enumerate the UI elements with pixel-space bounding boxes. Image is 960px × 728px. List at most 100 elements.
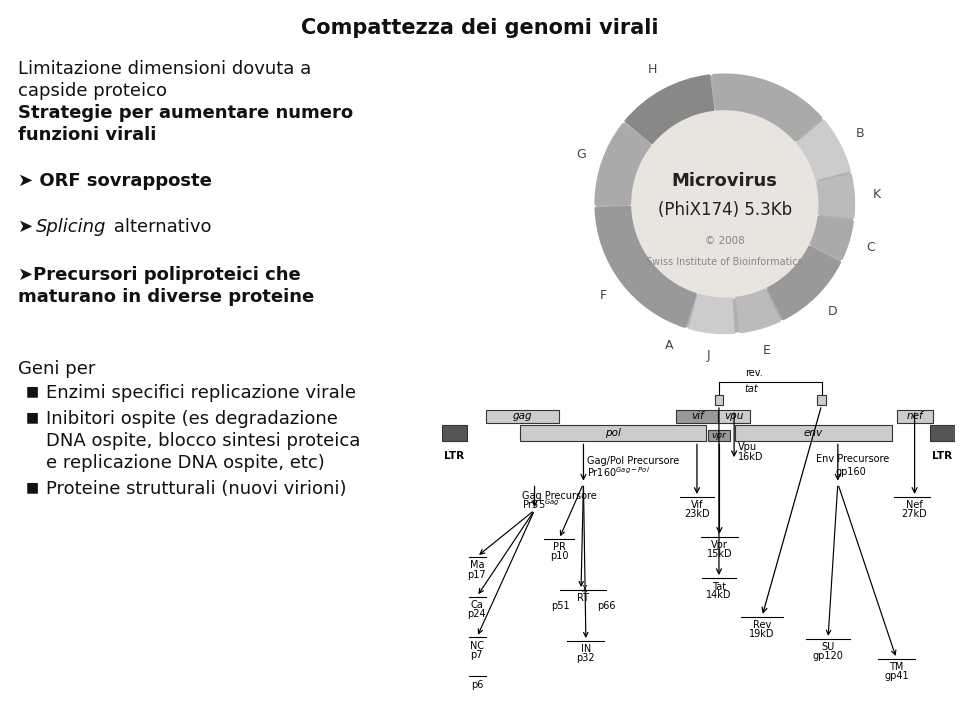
Text: Limitazione dimensioni dovuta a: Limitazione dimensioni dovuta a (18, 60, 311, 78)
Bar (718, 410, 750, 423)
Text: ➤Precursori poliproteici che: ➤Precursori poliproteici che (18, 266, 300, 284)
Text: Env Precursore: Env Precursore (816, 454, 889, 464)
Text: DNA ospite, blocco sintesi proteica: DNA ospite, blocco sintesi proteica (46, 432, 360, 450)
Text: Gag Precursore: Gag Precursore (522, 491, 597, 501)
Text: Microvirus: Microvirus (672, 172, 778, 190)
Text: env: env (804, 428, 823, 438)
Bar (677, 410, 718, 423)
Text: RT: RT (578, 593, 589, 604)
Text: 14kD: 14kD (707, 590, 732, 601)
Text: p32: p32 (577, 653, 595, 663)
Text: Strategie per aumentare numero: Strategie per aumentare numero (18, 104, 353, 122)
Text: Pr55$^{Gag}$: Pr55$^{Gag}$ (522, 497, 561, 511)
Text: Geni per: Geni per (18, 360, 95, 378)
Wedge shape (595, 74, 854, 333)
Text: gp120: gp120 (812, 651, 844, 661)
Text: 16kD: 16kD (738, 452, 763, 462)
Text: p6: p6 (470, 680, 483, 690)
Text: Vpr: Vpr (711, 540, 728, 550)
Text: capside proteico: capside proteico (18, 82, 167, 100)
Text: 15kD: 15kD (707, 549, 732, 559)
Text: rev.: rev. (745, 368, 762, 378)
Wedge shape (768, 247, 840, 319)
Text: Inibitori ospite (es degradazione: Inibitori ospite (es degradazione (46, 410, 338, 428)
Text: funzioni virali: funzioni virali (18, 126, 156, 144)
Text: PR: PR (553, 542, 565, 553)
Text: vpu: vpu (724, 411, 744, 422)
Text: ■: ■ (26, 410, 39, 424)
Circle shape (630, 109, 820, 298)
Text: Compattezza dei genomi virali: Compattezza dei genomi virali (301, 18, 659, 38)
Text: p7: p7 (470, 650, 483, 660)
Text: 27kD: 27kD (901, 510, 927, 519)
Text: C: C (867, 241, 876, 253)
Text: tat: tat (745, 384, 758, 394)
Text: G: G (576, 148, 586, 161)
Wedge shape (817, 175, 854, 218)
Wedge shape (736, 290, 780, 332)
Bar (897, 410, 933, 423)
Text: vpr: vpr (711, 432, 727, 440)
Text: Gag/Pol Precursore: Gag/Pol Precursore (588, 456, 680, 467)
Text: p51: p51 (551, 601, 570, 611)
Text: ■: ■ (26, 480, 39, 494)
Text: Splicing: Splicing (36, 218, 107, 236)
Text: A: A (664, 339, 673, 352)
Text: D: D (828, 305, 837, 318)
Wedge shape (595, 124, 650, 204)
Text: Proteine strutturali (nuovi virioni): Proteine strutturali (nuovi virioni) (46, 480, 347, 498)
Text: Pr160$^{Gag-Pol}$: Pr160$^{Gag-Pol}$ (588, 465, 650, 479)
Wedge shape (689, 295, 733, 333)
Text: p10: p10 (550, 551, 568, 561)
Text: ➤: ➤ (18, 218, 34, 236)
Text: 19kD: 19kD (749, 629, 775, 639)
Text: alternativo: alternativo (108, 218, 211, 236)
Text: 23kD: 23kD (684, 510, 709, 519)
Text: NC: NC (469, 641, 484, 651)
Text: gp160: gp160 (835, 467, 866, 477)
Bar (714, 395, 723, 405)
Text: Nef: Nef (906, 500, 923, 510)
Text: p66: p66 (597, 601, 615, 611)
Text: nef: nef (906, 411, 924, 422)
Text: Vpu: Vpu (738, 442, 757, 452)
Text: gp41: gp41 (884, 671, 909, 681)
Text: X: X (582, 585, 588, 594)
Text: K: K (873, 188, 881, 201)
Bar (520, 424, 706, 441)
Text: IN: IN (581, 644, 591, 654)
Text: J: J (708, 349, 710, 362)
Text: Vif: Vif (690, 500, 703, 510)
Text: maturano in diverse proteine: maturano in diverse proteine (18, 288, 314, 306)
Text: ➤ ORF sovrapposte: ➤ ORF sovrapposte (18, 172, 212, 190)
Text: Ca: Ca (470, 600, 483, 610)
Text: LTR: LTR (932, 451, 952, 461)
Text: LTR: LTR (444, 451, 465, 461)
Text: pol: pol (605, 428, 621, 438)
Text: gag: gag (513, 411, 532, 422)
Bar (930, 424, 955, 441)
Wedge shape (595, 207, 696, 327)
Text: p24: p24 (468, 609, 486, 619)
Text: F: F (599, 289, 607, 302)
Wedge shape (626, 76, 713, 143)
Wedge shape (798, 121, 850, 179)
Bar (442, 424, 467, 441)
Text: E: E (763, 344, 771, 357)
Wedge shape (810, 217, 852, 258)
Text: Rev: Rev (753, 620, 771, 630)
Text: Enzimi specifici replicazione virale: Enzimi specifici replicazione virale (46, 384, 356, 402)
Text: p17: p17 (468, 570, 486, 580)
Text: (PhiX174) 5.3Kb: (PhiX174) 5.3Kb (658, 201, 792, 218)
Text: Ma: Ma (469, 561, 484, 570)
Text: © 2008: © 2008 (705, 236, 745, 246)
Bar (486, 410, 559, 423)
Text: SU: SU (822, 642, 834, 652)
Bar (817, 395, 826, 405)
Text: e replicazione DNA ospite, etc): e replicazione DNA ospite, etc) (46, 454, 324, 472)
Text: Tat: Tat (712, 582, 726, 592)
Text: B: B (855, 127, 864, 140)
Text: Swiss Institute of Bioinformatics: Swiss Institute of Bioinformatics (646, 256, 804, 266)
Bar (735, 424, 892, 441)
Bar (708, 430, 731, 441)
